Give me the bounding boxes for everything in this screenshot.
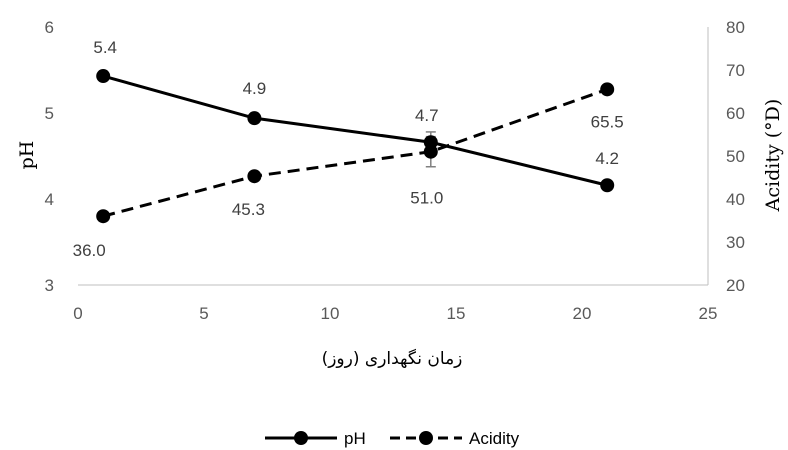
series-lines — [102, 74, 608, 218]
series-line-ph — [102, 74, 608, 187]
data-label-acidity: 51.0 — [410, 189, 443, 208]
y2-axis-title: Acidity (°D) — [762, 99, 784, 213]
y-tick-label: 5 — [45, 104, 54, 123]
legend-label-acidity: Acidity — [469, 429, 520, 448]
series-line-acidity — [102, 87, 608, 218]
tick-labels: 0 5 10 15 20 25 3 4 5 6 20 30 40 50 60 70 80 — [45, 18, 745, 323]
x-tick-label: 20 — [573, 304, 592, 323]
y2-tick-label: 80 — [726, 18, 745, 37]
y-tick-label: 6 — [45, 18, 54, 37]
point-acidity — [423, 144, 438, 159]
data-points — [96, 69, 615, 224]
x-tick-label: 10 — [321, 304, 340, 323]
y-tick-label: 4 — [45, 190, 54, 209]
data-labels: 5.4 4.9 4.7 4.2 36.0 45.3 51.0 65.5 — [73, 38, 624, 260]
x-tick-label: 0 — [73, 304, 82, 323]
x-tick-label: 5 — [199, 304, 208, 323]
y2-tick-label: 50 — [726, 147, 745, 166]
x-tick-label: 25 — [699, 304, 718, 323]
point-acidity — [96, 209, 111, 224]
data-label-acidity: 45.3 — [232, 200, 265, 219]
y2-tick-label: 20 — [726, 276, 745, 295]
data-label-ph: 5.4 — [93, 38, 117, 57]
y2-tick-label: 70 — [726, 61, 745, 80]
data-label-ph: 4.9 — [243, 79, 267, 98]
legend-marker-acidity — [419, 431, 433, 445]
y-axis-title: pH — [16, 141, 38, 170]
legend-marker-ph — [294, 431, 308, 445]
axes — [78, 27, 709, 286]
y2-tick-label: 30 — [726, 233, 745, 252]
data-label-ph: 4.2 — [595, 149, 619, 168]
error-bars — [98, 131, 436, 222]
y2-tick-label: 60 — [726, 104, 745, 123]
point-acidity — [247, 169, 262, 184]
legend-label-ph: pH — [344, 429, 366, 448]
x-axis-title: زمان نگهداری (روز) — [322, 348, 463, 369]
y2-tick-label: 40 — [726, 190, 745, 209]
point-ph — [96, 69, 111, 84]
data-label-ph: 4.7 — [415, 106, 439, 125]
point-ph — [247, 111, 262, 126]
x-tick-label: 15 — [447, 304, 466, 323]
point-acidity — [600, 82, 615, 97]
point-ph — [600, 178, 615, 193]
legend: pH Acidity — [265, 429, 520, 448]
data-label-acidity: 65.5 — [591, 112, 624, 131]
data-label-acidity: 36.0 — [73, 241, 106, 260]
y-tick-label: 3 — [45, 276, 54, 295]
